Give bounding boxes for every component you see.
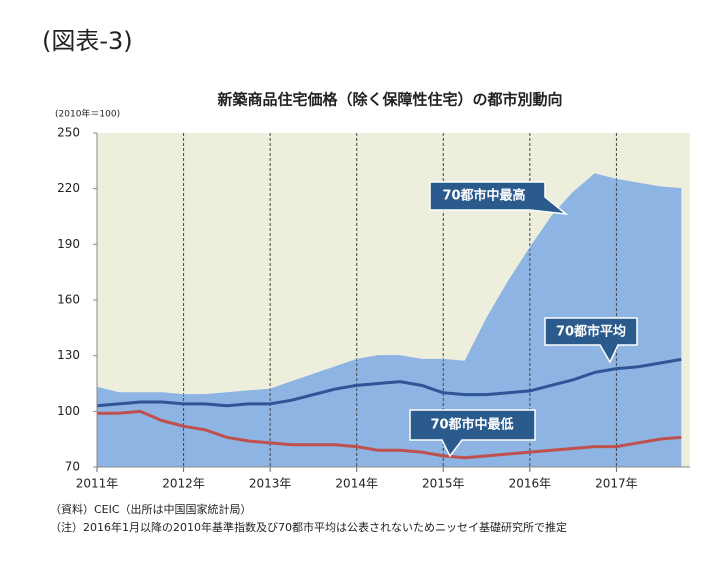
plot: 2011年 2012年 2013年 2014年 2015年 2016年 2017年 70 100…	[57, 126, 690, 491]
callout-box	[429, 181, 569, 216]
header: (図表-3)	[42, 27, 133, 55]
callout-label: 70都市中最低	[430, 417, 513, 433]
x-tick-label: 2012年	[162, 477, 205, 491]
y-tick-label: 160	[57, 293, 80, 307]
note: （注）2016年1月以降の2010年基準指数及び70都市平均は公表されないためニ…	[50, 520, 567, 534]
unit-label: (2010年＝100)	[55, 108, 120, 120]
x-tick-label: 2014年	[335, 477, 378, 491]
area-fill	[97, 173, 682, 468]
x-tick-label: 2017年	[595, 477, 638, 491]
area-outline	[96, 173, 682, 396]
y-tick-label: 130	[57, 348, 80, 362]
x-tick-label: 2015年	[422, 477, 465, 491]
y-tick-label: 100	[57, 404, 80, 418]
y-tick-label: 190	[57, 237, 80, 251]
callout-box	[409, 409, 536, 458]
callouts: 70都市中最高 70都市平均 70都市中最低	[409, 181, 638, 458]
x-tick-label: 2016年	[509, 477, 552, 491]
y-tick-label: 250	[57, 126, 80, 140]
x-tick-label: 2011年	[76, 477, 119, 491]
callout-label: 70都市平均	[556, 324, 626, 340]
callout-label: 70都市中最高	[442, 188, 525, 204]
x-tick-label: 2013年	[249, 477, 292, 491]
y-tick-label: 220	[57, 181, 80, 195]
y-tick-label: 70	[65, 460, 80, 474]
series-line	[96, 357, 682, 408]
chart-title: 新築商品住宅価格（除く保障性住宅）の都市別動向	[217, 91, 562, 109]
source: （資料）CEIC（出所は中国国家統計局）	[50, 502, 252, 516]
series-line	[97, 409, 682, 460]
callout-box	[544, 317, 638, 364]
